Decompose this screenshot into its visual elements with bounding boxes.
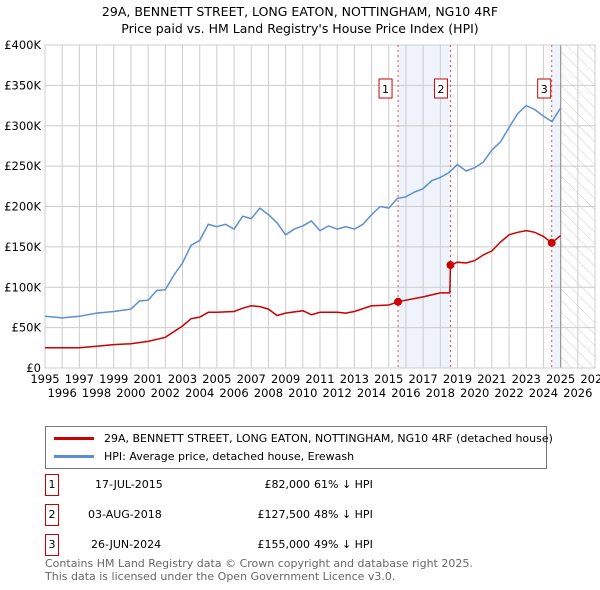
sale-point [394,297,403,306]
x-tick-label: 2018 [426,386,455,400]
x-tick-label: 1995 [30,372,59,386]
x-tick-label: 2023 [512,372,541,386]
price-chart: 1995199619971998199920002001200220032004… [4,38,600,400]
marker-badge: 3 [45,534,59,556]
x-tick-label: 2026 [563,386,592,400]
x-tick-label: 2007 [237,372,266,386]
price: £155,000 [257,538,311,551]
sale-label-box [433,78,448,99]
x-tick-label: 2025 [546,372,575,386]
y-tick-label: £0 [26,361,41,375]
x-tick-label: 2006 [219,386,248,400]
x-tick-label: 2027 [580,372,600,386]
x-tick-label: 2004 [185,386,214,400]
x-tick-label: 2003 [168,372,197,386]
marker-badge: 2 [45,504,59,526]
x-tick-label: 2008 [254,386,283,400]
x-tick-label: 2010 [288,386,317,400]
series-line [44,104,562,319]
footer-line2: This data is licensed under the Open Gov… [45,570,396,583]
plot-frame [44,44,596,369]
date: 17-JUL-2015 [95,478,163,491]
sale-point [446,261,455,270]
x-tick-label: 2024 [529,386,558,400]
sale-point [547,238,556,247]
x-tick-label: 2009 [271,372,300,386]
x-tick-label: 2022 [494,386,523,400]
sale-label: 1 [382,83,389,96]
legend-hpi: HPI: Average price, detached house, Erew… [104,450,355,463]
hpi-diff: 49% ↓ HPI [314,538,373,551]
y-tick-label: £200K [4,200,41,214]
marker-badge: 1 [45,474,59,496]
price: £127,500 [257,508,311,521]
forecast-hatch [560,45,595,368]
price: £82,000 [264,478,311,491]
x-tick-label: 2021 [477,372,506,386]
legend-blue-line [54,455,94,458]
y-tick-label: £50K [12,321,42,335]
transaction-row: 1 17-JUL-2015 £82,000 61% ↓ HPI [45,474,565,496]
y-tick-label: £300K [4,119,41,133]
x-tick-label: 2011 [305,372,334,386]
x-tick-label: 1998 [82,386,111,400]
x-tick-label: 1999 [99,372,128,386]
x-tick-label: 2012 [323,386,352,400]
x-tick-label: 2019 [443,372,472,386]
series-line [45,229,562,349]
sale-label-box [537,78,552,99]
footer-line1: Contains HM Land Registry data © Crown c… [45,557,473,570]
sale-label: 3 [541,83,548,96]
x-tick-label: 2015 [374,372,403,386]
x-tick-label: 2013 [340,372,369,386]
y-tick-label: £250K [4,159,41,173]
sale-label-box [378,78,393,99]
y-tick-label: £100K [4,280,41,294]
x-tick-label: 2020 [460,386,489,400]
chart-title: 29A, BENNETT STREET, LONG EATON, NOTTING… [101,4,499,19]
x-tick-label: 1997 [65,372,94,386]
transaction-row: 2 03-AUG-2018 £127,500 48% ↓ HPI [45,504,565,526]
x-tick-label: 2002 [151,386,180,400]
legend-red-line [54,437,94,440]
y-tick-label: £150K [4,240,41,254]
transaction-row: 3 26-JUN-2024 £155,000 49% ↓ HPI [45,534,565,556]
date: 03-AUG-2018 [88,508,162,521]
x-tick-label: 2016 [391,386,420,400]
x-tick-label: 2001 [133,372,162,386]
sale-label: 2 [437,83,444,96]
x-tick-label: 2005 [202,372,231,386]
legend-property: 29A, BENNETT STREET, LONG EATON, NOTTING… [104,432,553,445]
hpi-diff: 61% ↓ HPI [314,478,373,491]
hpi-diff: 48% ↓ HPI [314,508,373,521]
x-tick-label: 1996 [48,386,77,400]
x-tick-label: 2017 [408,372,437,386]
x-tick-label: 2000 [116,386,145,400]
chart-subtitle: Price paid vs. HM Land Registry's House … [121,21,479,36]
y-tick-label: £400K [4,38,41,52]
x-tick-label: 2014 [357,386,386,400]
date: 26-JUN-2024 [91,538,162,551]
y-tick-label: £350K [4,78,41,92]
legend: 29A, BENNETT STREET, LONG EATON, NOTTING… [45,426,553,469]
footer: Contains HM Land Registry data © Crown c… [45,557,473,583]
